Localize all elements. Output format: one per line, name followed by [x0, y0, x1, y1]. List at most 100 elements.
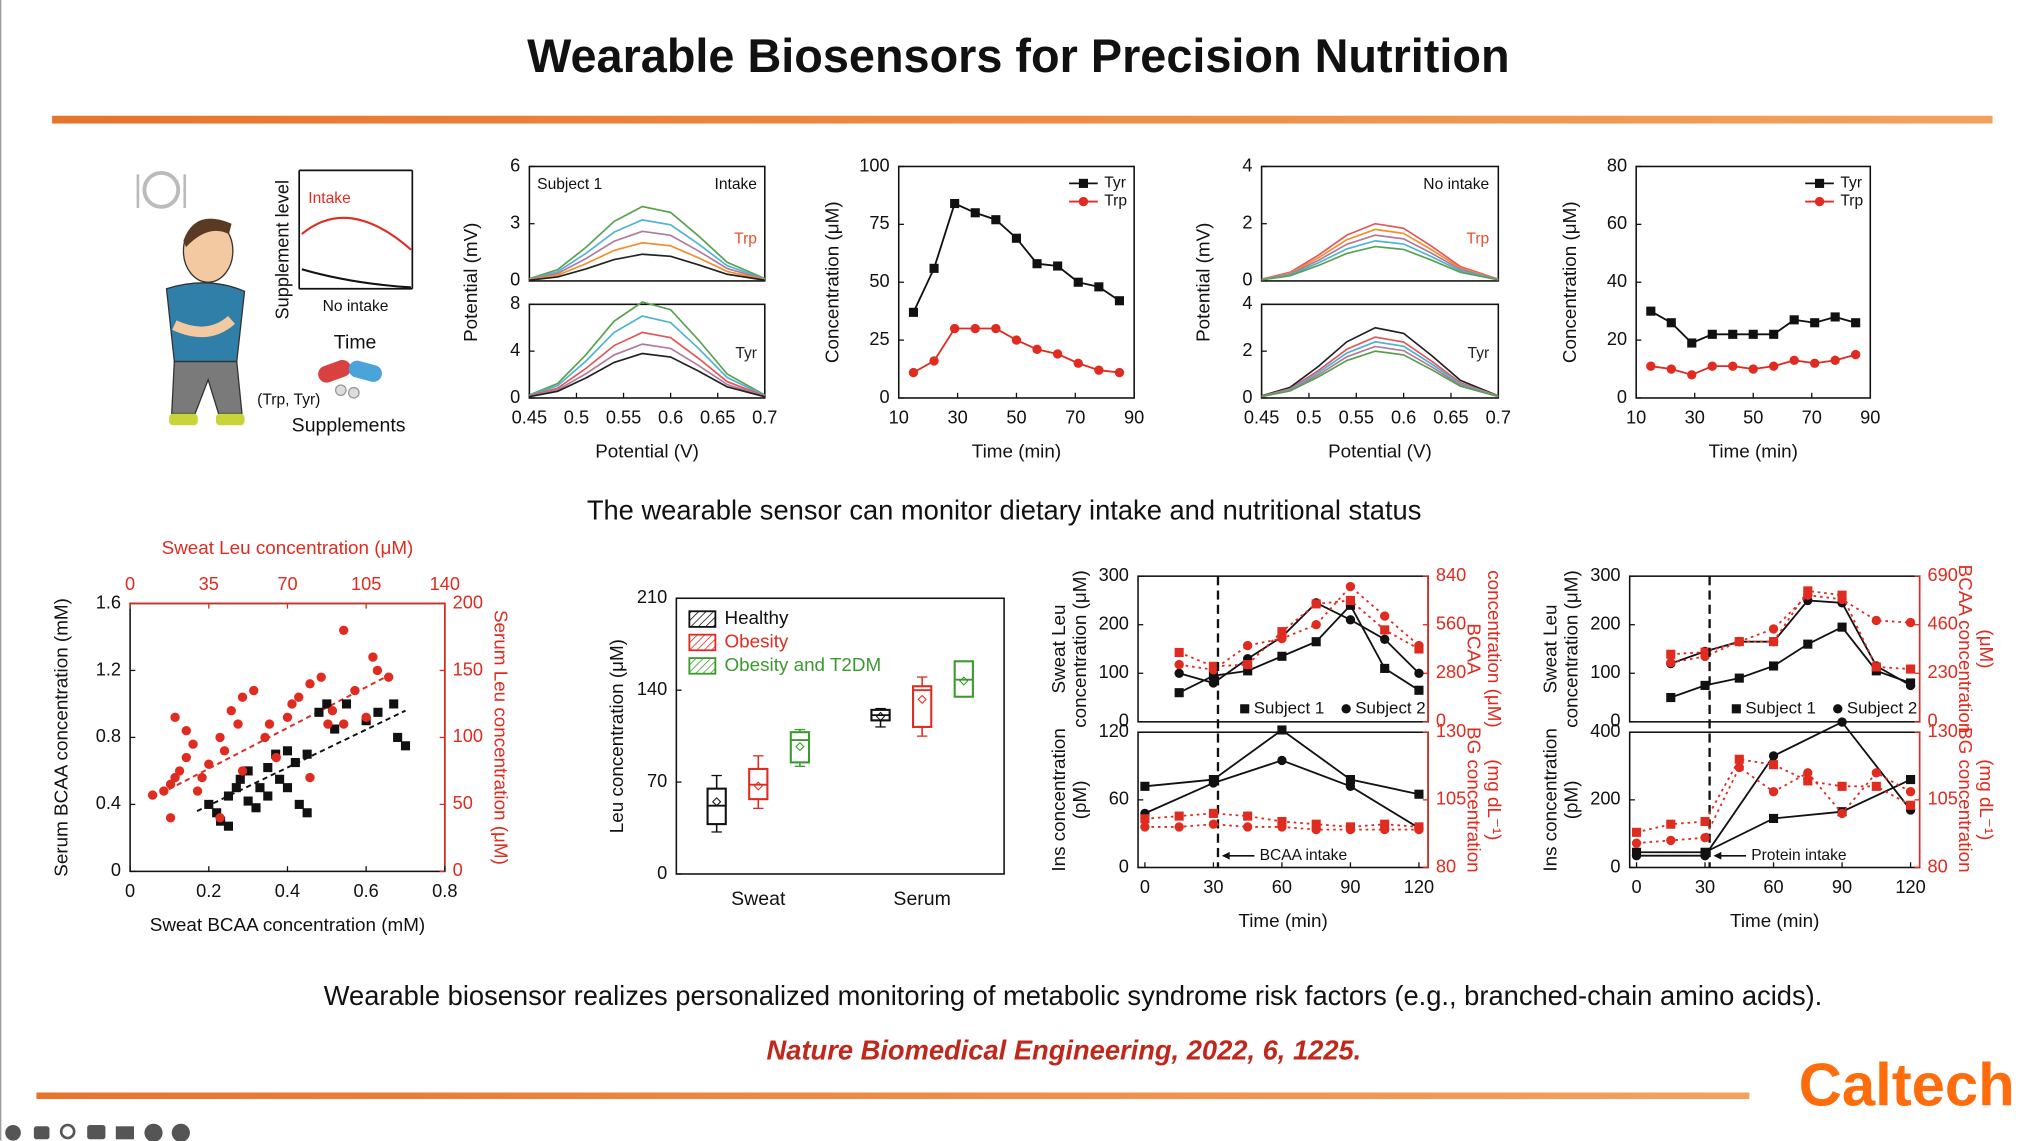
legend-marker	[1078, 196, 1089, 207]
mean	[795, 741, 805, 752]
y-tick-label: 0	[1242, 270, 1252, 290]
x2-tick-label: 105	[351, 574, 381, 594]
y2-tick-label: 280	[1436, 662, 1466, 682]
marker	[1631, 850, 1642, 861]
marker	[368, 652, 378, 662]
y-tick-label: 20	[1607, 329, 1627, 349]
x2-tick-label: 70	[277, 574, 297, 594]
marker	[1810, 358, 1820, 368]
marker	[338, 625, 349, 635]
person-shoe	[215, 413, 245, 426]
subplot-label: Tyr	[735, 345, 757, 362]
marker	[1646, 306, 1656, 316]
marker	[165, 813, 176, 823]
box	[912, 685, 933, 728]
marker	[165, 779, 176, 789]
x-tick-label: 70	[1802, 408, 1822, 428]
y-tick-label: 3	[510, 213, 520, 233]
y-tick-label: 0	[111, 860, 121, 880]
marker	[1208, 819, 1219, 829]
marker	[1174, 647, 1184, 658]
toolbar-icon[interactable]	[144, 1123, 163, 1141]
marker	[1905, 680, 1916, 691]
person-hair	[183, 218, 232, 248]
legend-label: Trp	[1840, 193, 1863, 210]
x-tick-label: 0.55	[1339, 408, 1374, 428]
marker	[237, 692, 248, 702]
marker	[1687, 370, 1697, 380]
marker	[1748, 329, 1758, 339]
marker	[1666, 658, 1676, 668]
y2-tick-label: 150	[453, 659, 483, 679]
marker	[323, 719, 333, 729]
y-tick-label: 400	[1590, 721, 1620, 741]
y-tick-label: 2	[1242, 340, 1252, 360]
marker	[223, 791, 234, 801]
marker	[1871, 662, 1881, 672]
marker	[908, 367, 919, 378]
axis-label: concentration (μM)	[1484, 570, 1505, 727]
marker	[1789, 355, 1799, 366]
marker	[282, 712, 293, 723]
marker	[1208, 678, 1219, 688]
marker	[1311, 620, 1321, 630]
toolbar-icon[interactable]	[33, 1126, 50, 1140]
subplot-label: Trp	[1466, 230, 1489, 247]
y-tick-label: 4	[1242, 155, 1252, 175]
marker	[1053, 261, 1063, 271]
marker	[1032, 344, 1042, 355]
marker	[389, 699, 399, 709]
toolbar	[5, 1123, 190, 1141]
marker	[233, 719, 243, 729]
legend-marker	[1815, 178, 1825, 188]
legend-label: Subject 1	[1254, 698, 1324, 717]
y2-tick-label: 130	[1928, 721, 1958, 741]
marker	[1728, 329, 1738, 339]
y-tick-label: 100	[859, 155, 889, 175]
toolbar-icon[interactable]	[171, 1123, 190, 1141]
marker	[197, 772, 207, 783]
marker	[305, 679, 315, 689]
marker	[1830, 355, 1840, 366]
marker	[1380, 824, 1390, 835]
x-tick-label: 0.6	[354, 881, 379, 901]
marker	[1174, 822, 1184, 832]
x-tick-label: 0	[125, 881, 135, 901]
x-tick-label: 30	[947, 408, 967, 428]
marker	[1666, 318, 1676, 328]
y-tick-label: 0	[1119, 856, 1129, 876]
legend-marker	[1833, 704, 1843, 714]
event-arrowhead	[1221, 851, 1230, 860]
marker	[170, 772, 180, 783]
toolbar-icon[interactable]	[115, 1126, 135, 1140]
marker	[302, 749, 312, 759]
legend-label: Trp	[1104, 193, 1127, 210]
marker	[1789, 315, 1799, 325]
plot-frame	[675, 597, 1005, 875]
marker	[1277, 822, 1287, 832]
marker	[338, 719, 349, 729]
marker	[1666, 692, 1676, 703]
series-line	[529, 331, 766, 397]
subplot-label: Tyr	[1468, 345, 1490, 362]
axis-label: Time (min)	[972, 441, 1061, 462]
marker	[290, 757, 300, 768]
y-tick-label: 100	[1099, 662, 1129, 682]
marker	[1905, 617, 1916, 628]
marker	[1174, 668, 1184, 678]
charts: 0 3 6 Potential (mV) Subject 1 Intake Trp 0 4 8 0.…	[50, 155, 1996, 935]
marker	[237, 766, 248, 776]
toolbar-icon[interactable]	[87, 1125, 106, 1140]
y-tick-label: 300	[1099, 565, 1129, 585]
x-tick-label: 0.5	[1296, 408, 1321, 428]
x-tick-label: 0.45	[512, 408, 547, 428]
marker	[159, 786, 169, 796]
marker	[373, 707, 383, 717]
y-tick-label: 0	[880, 387, 890, 407]
toolbar-icon[interactable]	[59, 1123, 76, 1140]
marker	[1666, 649, 1676, 659]
legend-label: Tyr	[1104, 175, 1126, 192]
title-rule	[52, 115, 1993, 124]
toolbar-icon[interactable]	[5, 1125, 21, 1141]
series-line	[1178, 599, 1420, 668]
